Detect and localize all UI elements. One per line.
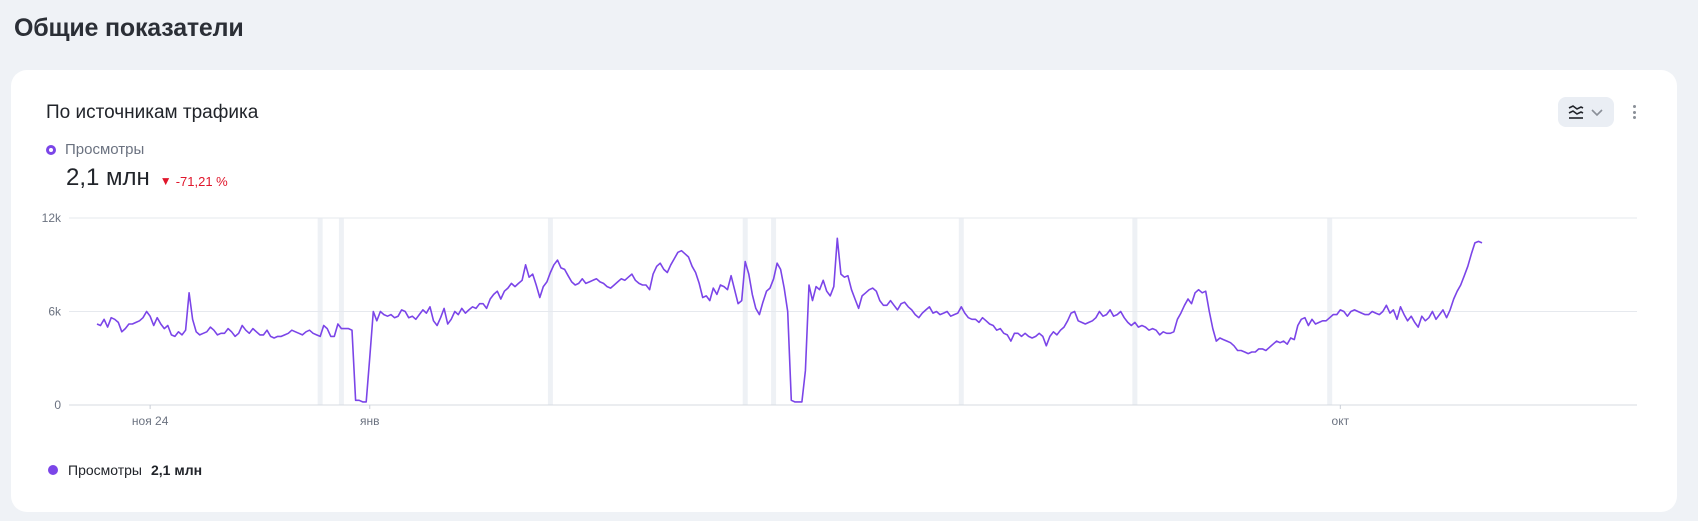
metric-summary: 2,1 млн ▼ -71,21 % [66,164,228,192]
legend-dot-icon [48,465,58,475]
radio-selected-icon [46,144,56,155]
views-line-chart[interactable]: 0 6k 12k ноя 24 янв окт [11,70,1677,450]
card-title: По источникам трафика [46,102,259,123]
page-title: Общие показатели [14,14,244,42]
x-tick-label: янв [360,414,380,428]
chart-type-icon [1568,105,1584,119]
metric-toggle-views[interactable]: Просмотры [46,141,144,158]
x-tick-label: ноя 24 [132,414,169,428]
y-tick-label: 12k [42,211,62,225]
metric-delta: ▼ -71,21 % [160,174,228,189]
chevron-down-icon [1591,109,1603,117]
x-tick-label: окт [1332,414,1350,428]
delta-value: -71,21 % [175,173,228,189]
legend-label: Просмотры [68,462,142,478]
chart-type-dropdown[interactable] [1558,97,1614,127]
series-line-views [96,237,1483,403]
traffic-sources-card: По источникам трафика Просмотры 2,1 млн … [11,70,1677,512]
more-vertical-icon[interactable] [1630,102,1638,122]
metric-label: Просмотры [65,141,145,158]
legend-value: 2,1 млн [151,462,203,478]
chart-legend[interactable]: Просмотры 2,1 млн [48,462,202,478]
metric-value: 2,1 млн [66,164,150,191]
y-tick-label: 6k [48,305,62,319]
triangle-down-icon: ▼ [159,174,172,188]
y-tick-label: 0 [54,398,61,412]
